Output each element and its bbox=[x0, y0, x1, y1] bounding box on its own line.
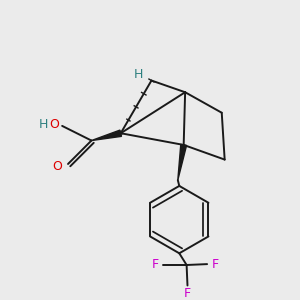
Text: F: F bbox=[212, 258, 219, 271]
Polygon shape bbox=[92, 130, 122, 140]
Polygon shape bbox=[178, 145, 187, 180]
Text: H: H bbox=[38, 118, 48, 131]
Text: O: O bbox=[49, 118, 59, 131]
Text: F: F bbox=[152, 259, 158, 272]
Text: O: O bbox=[52, 160, 62, 173]
Text: F: F bbox=[184, 287, 191, 300]
Text: H: H bbox=[134, 68, 143, 81]
